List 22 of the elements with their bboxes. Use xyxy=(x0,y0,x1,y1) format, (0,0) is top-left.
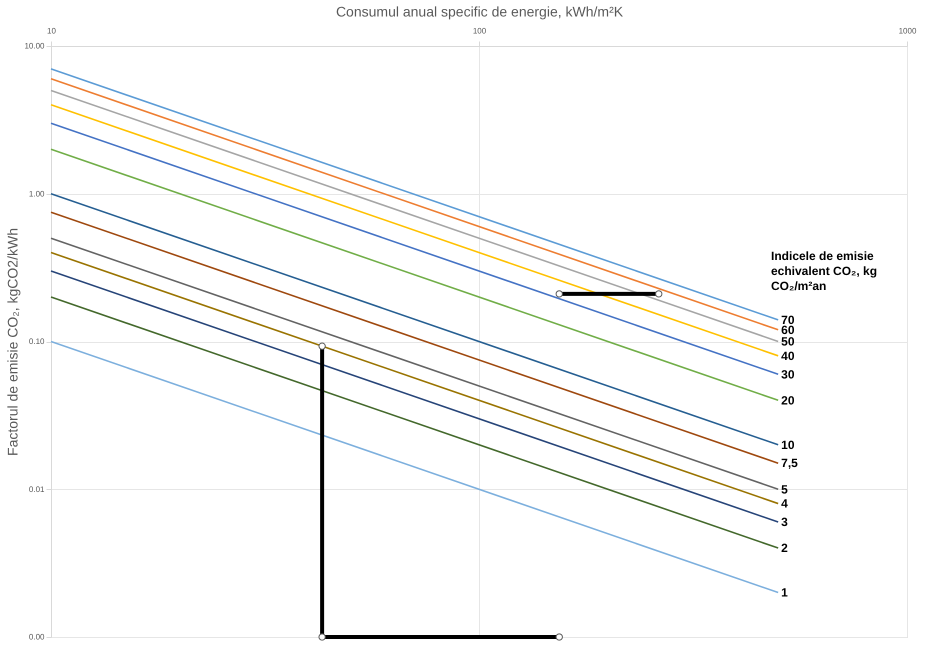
y-tick-label: 0.00 xyxy=(28,632,46,642)
series-label: 20 xyxy=(781,393,795,408)
x-tick-label: 100 xyxy=(472,26,487,36)
series-label: 10 xyxy=(781,438,795,452)
y-tick-label: 10.00 xyxy=(24,42,46,50)
y-axis-title: Factorul de emisie CO₂, kgCO2/kWh xyxy=(4,228,20,456)
series-label: 1 xyxy=(781,586,788,600)
series-label: 4 xyxy=(781,496,788,511)
series-label: 3 xyxy=(781,515,788,530)
x-tick-label: 1000 xyxy=(898,26,917,36)
x-tick-label: 10 xyxy=(47,26,56,36)
series-label: 30 xyxy=(781,367,795,382)
series-label: 50 xyxy=(781,334,795,348)
series-label: 40 xyxy=(781,348,795,363)
y-tick-label: 0.10 xyxy=(28,337,46,346)
series-label: 5 xyxy=(781,482,788,496)
series-label: 2 xyxy=(781,541,788,556)
y-tick-label: 0.01 xyxy=(28,484,46,494)
y-tick-label: 1.00 xyxy=(28,189,46,198)
x-axis-title: Consumul anual specific de energie, kWh/m²K xyxy=(336,4,624,20)
legend-title: Indicele de emisie echivalent CO₂, kg CO₂/m²an xyxy=(771,249,878,293)
series-label: 7,5 xyxy=(781,456,798,470)
